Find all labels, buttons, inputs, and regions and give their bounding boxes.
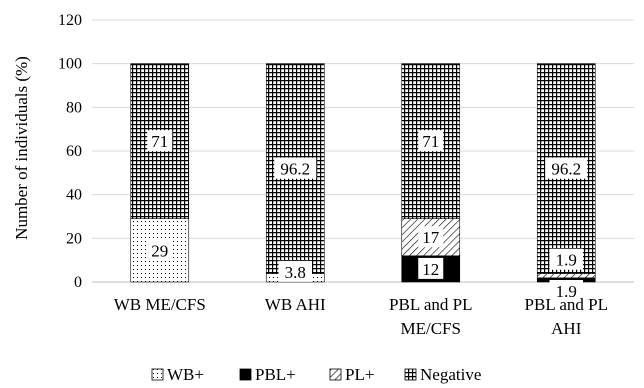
y-tick-label: 60 (66, 143, 82, 160)
x-category-label: PBL and PL (525, 295, 608, 314)
data-label-box (545, 157, 588, 179)
data-label: 29 (151, 241, 168, 260)
data-label: 1.9 (556, 251, 577, 270)
y-tick-label: 20 (66, 230, 82, 247)
data-label: 96.2 (551, 160, 581, 179)
y-tick-label: 100 (58, 56, 82, 73)
x-category-label: PBL and PL (389, 295, 472, 314)
data-label-box (147, 130, 173, 152)
data-label-box (549, 248, 583, 270)
data-labels: 29 71 3.8 96.2 12 17 71 1.9 1.9 96.2 (147, 130, 588, 301)
x-axis-categories: WB ME/CFS WB AHI PBL and PL ME/CFS PBL and P… (114, 295, 608, 338)
y-tick-label: 40 (66, 187, 82, 204)
x-category-label: AHI (551, 319, 582, 338)
y-axis-label: Number of individuals (%) (12, 56, 31, 240)
data-label: 1.9 (556, 282, 577, 301)
data-label: 3.8 (285, 263, 306, 282)
x-category-label: ME/CFS (401, 319, 461, 338)
data-label-box (147, 239, 173, 261)
y-tick-label: 80 (66, 99, 82, 116)
legend-label: WB+ (167, 365, 204, 384)
legend: WB+ PBL+ PL+ Negative (151, 365, 481, 384)
legend-swatch (239, 368, 252, 381)
y-tick-label: 120 (58, 12, 82, 29)
x-category-label: WB AHI (265, 295, 326, 314)
legend-label: Negative (420, 365, 481, 384)
y-tick-label: 0 (74, 274, 82, 291)
data-label: 71 (151, 132, 168, 151)
data-label-box (278, 260, 312, 282)
legend-label: PBL+ (255, 365, 296, 384)
data-label-box (418, 130, 444, 152)
legend-swatch (151, 368, 164, 381)
bars (130, 63, 596, 283)
legend-swatch (404, 368, 417, 381)
x-category-label: WB ME/CFS (114, 295, 206, 314)
bar-segment-pl (536, 273, 596, 279)
data-label-box (418, 226, 444, 248)
data-label-box (549, 280, 583, 301)
data-label: 96.2 (280, 160, 310, 179)
data-label: 12 (422, 260, 439, 279)
legend-swatch (329, 368, 342, 381)
data-label-box (418, 257, 444, 279)
data-label-box (274, 157, 317, 179)
data-label: 71 (422, 132, 439, 151)
legend-label: PL+ (345, 365, 374, 384)
data-label: 17 (422, 228, 440, 247)
